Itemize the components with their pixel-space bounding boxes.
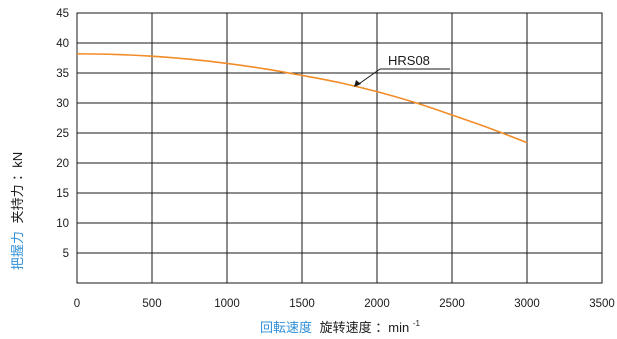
annotation-arrowhead: [354, 80, 361, 87]
x-tick-label: 3000: [514, 298, 540, 310]
x-tick-label: 3500: [589, 298, 615, 310]
x-axis-title-primary: 回転速度: [260, 320, 312, 335]
x-axis-title-exponent: -1: [413, 319, 421, 328]
grid-lines: [77, 12, 602, 283]
x-tick-label: 2500: [439, 298, 465, 310]
x-axis-title-secondary: 旋转速度: [320, 320, 372, 335]
x-tick-label: 2000: [364, 298, 390, 310]
annotation-label: HRS08: [388, 53, 430, 68]
x-tick-label: 0: [74, 298, 80, 310]
y-axis-title: 把握力 夹持力 ：kN: [10, 152, 25, 270]
y-tick-label: 5: [63, 248, 69, 260]
x-axis-title-unit: ：min: [375, 320, 409, 335]
y-tick-label: 25: [56, 128, 69, 140]
y-axis-title-secondary: 夹持力: [10, 184, 25, 223]
y-axis-title-primary: 把握力: [10, 231, 25, 270]
y-tick-label: 15: [56, 188, 69, 200]
x-tick-label: 500: [142, 298, 161, 310]
y-tick-label: 30: [56, 98, 69, 110]
x-tick-label: 1500: [289, 298, 315, 310]
y-axis-ticks: 5 10 15 20 25 30 35 40 45: [56, 8, 69, 260]
y-tick-label: 20: [56, 158, 69, 170]
y-tick-label: 10: [56, 218, 69, 230]
y-axis-title-unit: ：kN: [10, 152, 25, 181]
plot-frame: [76, 12, 603, 284]
y-tick-label: 45: [56, 8, 69, 20]
x-axis-ticks: 0 500 1000 1500 2000 2500 3000 3500: [74, 298, 615, 310]
y-tick-label: 35: [56, 68, 69, 80]
x-tick-label: 1000: [214, 298, 240, 310]
series-line-hrs08: [76, 53, 528, 144]
x-axis-title: 回転速度 旋转速度 ：min -1: [260, 319, 421, 335]
y-tick-label: 40: [56, 38, 69, 50]
annotation-leader: [355, 68, 381, 87]
